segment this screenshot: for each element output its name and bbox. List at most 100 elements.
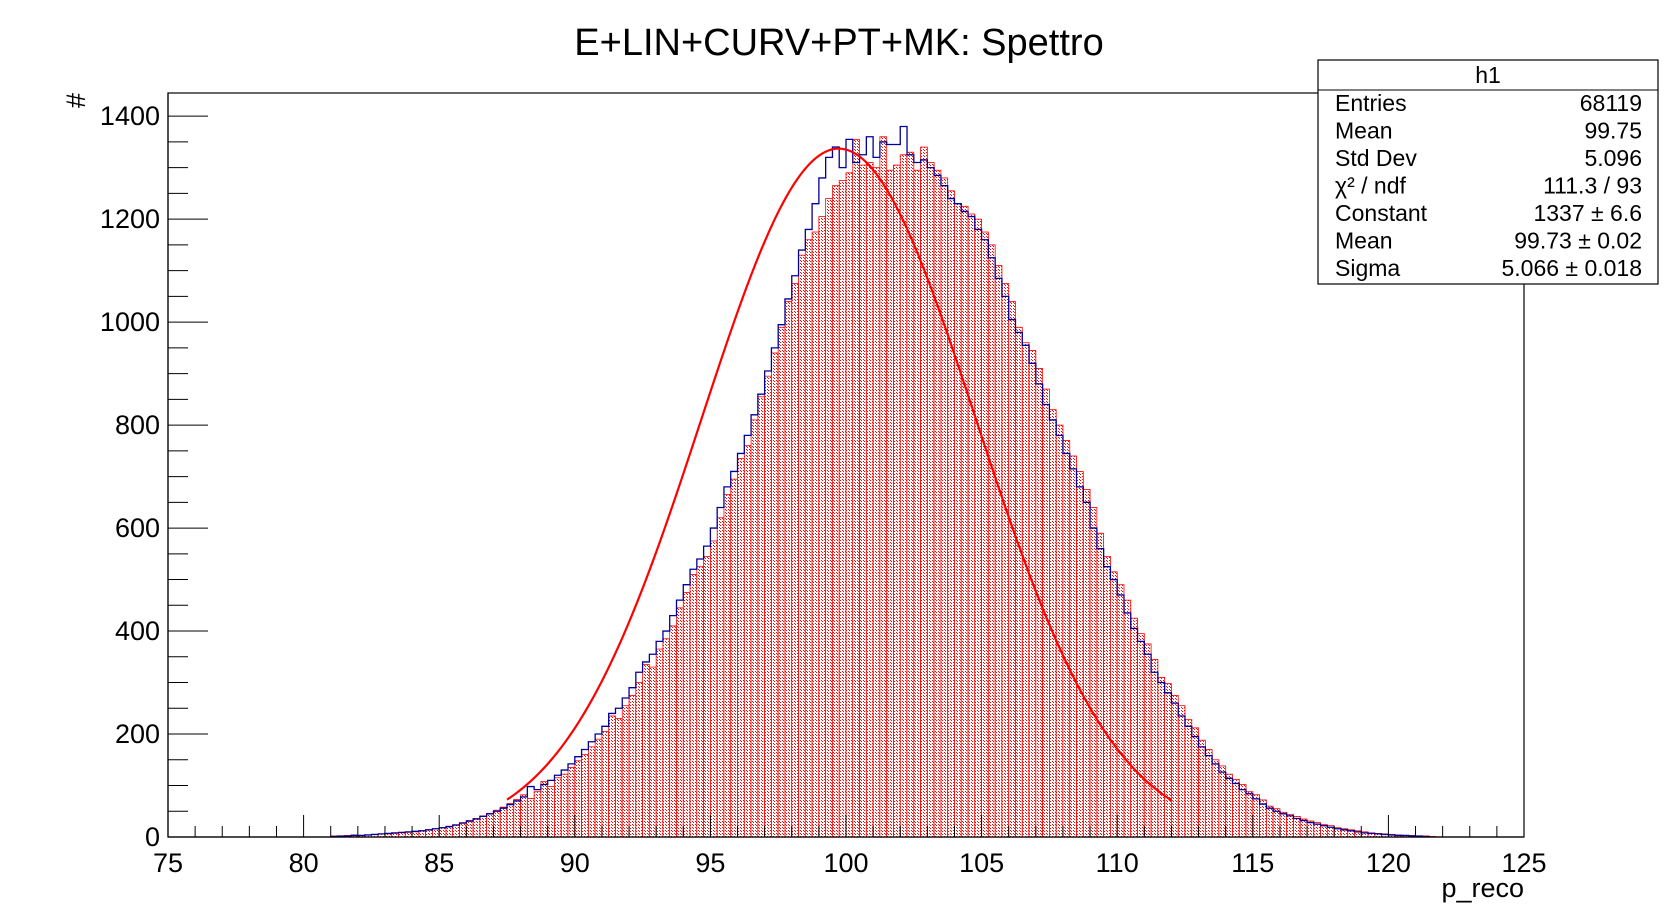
stats-row-label: Constant (1335, 200, 1428, 226)
histogram-bar (1069, 455, 1077, 838)
x-tick-label: 90 (560, 848, 590, 878)
histogram-bar (533, 791, 542, 838)
histogram-bar (1238, 784, 1247, 838)
histogram-bar (608, 715, 616, 838)
histogram-bar (438, 827, 447, 838)
histogram-bar (743, 445, 752, 838)
histogram-bar (594, 738, 603, 838)
histogram-bar (540, 780, 549, 838)
histogram-bar (1015, 326, 1023, 838)
histogram-bar (520, 794, 528, 838)
histogram-bar (581, 754, 589, 838)
histogram-bars (330, 136, 1437, 838)
histogram-bar (567, 767, 576, 838)
histogram-bar (899, 154, 908, 838)
histogram-bar (404, 831, 413, 838)
stats-row-value: 68119 (1580, 90, 1642, 116)
histogram-bar (1320, 824, 1328, 838)
histogram-bar (1157, 676, 1166, 838)
x-tick-label: 100 (823, 848, 868, 878)
histogram-bar (879, 136, 888, 838)
histogram-bar (967, 213, 976, 838)
histogram-bar (994, 265, 1003, 838)
gaussian-fit-line (506, 147, 1173, 802)
histogram-bar (506, 803, 515, 838)
histogram-bar (947, 190, 955, 838)
histogram-bar (642, 664, 650, 838)
fit-curve (506, 147, 1173, 802)
stats-row-value: 111.3 / 93 (1543, 173, 1642, 199)
histogram-bar (1252, 794, 1260, 838)
histogram-bar (574, 760, 582, 838)
y-axis-title: # (61, 93, 91, 108)
stats-row-value: 99.75 (1584, 118, 1642, 144)
histogram-bar (445, 825, 454, 838)
histogram-bar (1028, 350, 1037, 838)
stats-box: h1 Entries 68119 Mean 99.75 Std Dev 5.096 χ² /… (1317, 59, 1659, 285)
histogram-bar (723, 494, 732, 838)
histogram-bar (703, 555, 711, 838)
stats-row-value: 5.096 (1584, 145, 1642, 171)
histogram-outline (330, 125, 1430, 838)
histogram-bar (933, 169, 942, 838)
histogram-bar (730, 478, 738, 838)
y-tick-label: 400 (115, 616, 160, 646)
histogram-bar (615, 718, 623, 838)
histogram-bar (682, 592, 691, 838)
stats-row-value: 1337 ± 6.6 (1533, 200, 1642, 226)
histogram-bar (872, 167, 881, 838)
histogram-bar (1198, 739, 1206, 838)
x-tick-label: 125 (1501, 848, 1546, 878)
histogram-bar (974, 218, 983, 838)
histogram-bar (513, 799, 521, 838)
histogram-bar (635, 682, 644, 838)
histogram-bar (906, 151, 915, 838)
histogram-bar (669, 625, 677, 838)
stats-box-frame (1317, 59, 1659, 285)
x-tick-label: 110 (1096, 848, 1139, 878)
histogram-bar (1204, 749, 1213, 838)
histogram-bar (1245, 791, 1254, 838)
histogram-bar (838, 180, 847, 838)
histogram-bar (926, 162, 935, 838)
histogram-bar (689, 574, 698, 838)
histogram-bar (493, 809, 501, 838)
y-tick-label: 600 (115, 513, 160, 543)
y-tick-label: 0 (145, 822, 160, 852)
y-tick-label: 800 (115, 410, 160, 440)
histogram-bar (1211, 759, 1220, 838)
histogram-bar (621, 705, 630, 838)
histogram-bar (777, 326, 786, 838)
histogram-bar (655, 648, 664, 838)
stats-row-label: Mean (1335, 228, 1393, 254)
histogram-bar (940, 177, 949, 838)
stats-row-label: Mean (1335, 118, 1393, 144)
histogram-bar (465, 820, 474, 838)
histogram-bar (1110, 571, 1118, 838)
x-axis-title: p_reco (1441, 873, 1524, 903)
histogram-bar (1279, 811, 1288, 838)
histogram-bar (459, 822, 467, 838)
histogram-bar (960, 205, 969, 838)
histogram-bar (1049, 409, 1057, 838)
x-tick-label: 120 (1366, 848, 1411, 878)
histogram-bar (547, 786, 555, 838)
histogram-bar (587, 746, 596, 838)
histogram-bar (954, 203, 962, 838)
histogram-bar (411, 831, 420, 838)
histogram-bar (1021, 342, 1030, 838)
histogram-bar (1076, 471, 1084, 838)
histogram-bar (554, 777, 562, 838)
stats-box-rows: Entries 68119 Mean 99.75 Std Dev 5.096 χ² / nd… (1335, 90, 1642, 281)
histogram-bar (1062, 440, 1071, 838)
histogram-bar (676, 607, 684, 838)
y-tick-label: 200 (115, 719, 160, 749)
histogram-bar (398, 832, 406, 838)
histogram-bar (798, 254, 806, 838)
histogram-bar (418, 830, 427, 838)
histogram-bar (1150, 658, 1159, 838)
histogram-bar (771, 352, 779, 838)
x-tick-label: 95 (695, 848, 725, 878)
histogram-bar (1232, 778, 1240, 838)
stats-row-value: 99.73 ± 0.02 (1514, 228, 1642, 254)
